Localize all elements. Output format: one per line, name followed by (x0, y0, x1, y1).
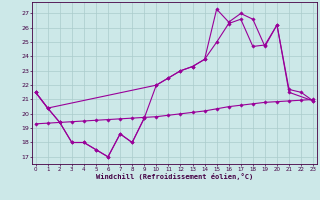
X-axis label: Windchill (Refroidissement éolien,°C): Windchill (Refroidissement éolien,°C) (96, 173, 253, 180)
